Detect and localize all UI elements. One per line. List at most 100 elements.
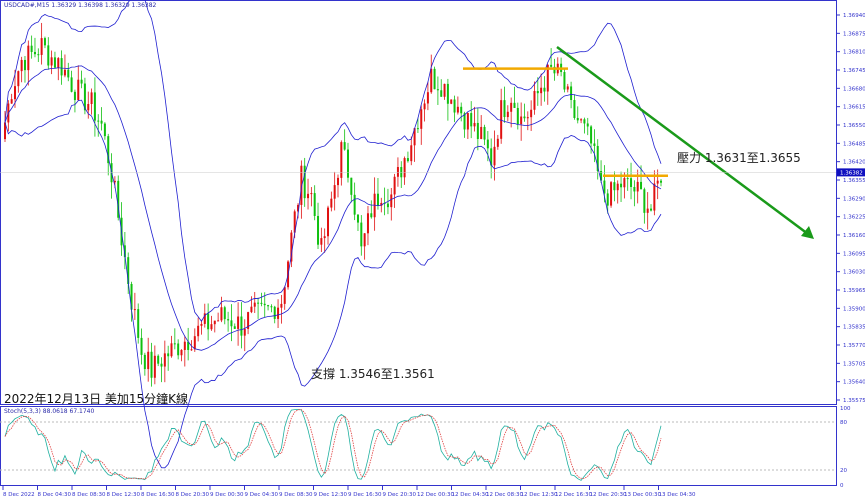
y-tick-label: 1.36290 [843,196,865,202]
candle-body [463,113,466,130]
candle-body [603,180,606,194]
candle-body [240,316,243,336]
candle-body [590,126,593,144]
candle-body [626,178,629,180]
x-tick-label: 12 Dec 20:30 [590,492,627,498]
candle-body [393,176,396,195]
stochastic-level-label: 100 [840,406,851,412]
candle-body [337,177,339,186]
candle-body [33,51,36,55]
candle-body [613,182,616,191]
candle-body [290,232,293,262]
stochastic-level-label: 20 [840,468,847,474]
x-tick-label: 12 Dec 08:30 [486,492,523,498]
current-price-label: 1.36382 [840,170,863,176]
x-tick-label: 8 Dec 20:30 [176,492,210,498]
candle-body [167,353,170,357]
candle-body [263,303,266,306]
candle-body [253,302,256,307]
candle-body [470,113,473,127]
candle-body [480,126,483,139]
candle-body [430,68,433,93]
candle-body [73,91,76,101]
y-tick-label: 1.35705 [843,361,865,367]
x-tick-label: 13 Dec 04:30 [659,492,696,498]
x-tick-label: 9 Dec 20:30 [383,492,417,498]
candle-body [533,90,536,110]
candle-body [230,320,233,327]
candle-body [223,307,226,320]
y-tick-label: 1.36615 [843,105,865,111]
y-tick-label: 1.36160 [843,233,865,239]
candle-body [466,113,469,130]
candle-body [423,103,426,110]
candle-body [30,45,33,52]
candle-body [117,180,120,218]
candle-body [396,167,399,177]
candle-body [540,87,543,94]
candle-body [523,116,526,119]
candle-body [536,90,539,94]
y-tick-label: 1.36225 [843,215,865,221]
x-tick-label: 8 Dec 2022 [3,492,35,498]
candle-body [553,66,556,74]
candle-body [70,77,73,92]
x-tick-label: 12 Dec 00:30 [417,492,454,498]
y-tick-label: 1.36095 [843,251,865,257]
candle-body [363,233,366,247]
y-tick-label: 1.36420 [843,160,865,166]
chart-title: 2022年12月13日 美加15分鐘K線 [4,392,189,406]
candle-body [90,92,93,105]
candle-body [346,149,349,178]
candle-body [160,363,163,367]
candle-body [237,316,240,329]
candle-body [97,120,100,122]
candle-body [200,323,203,326]
candle-body [213,320,216,325]
x-tick-label: 9 Dec 00:30 [210,492,244,498]
candle-body [516,107,519,125]
candle-body [173,343,176,345]
stochastic-signal-line [4,409,662,480]
candle-body [103,123,106,137]
candle-body [143,354,146,370]
candle-body [303,165,306,199]
candle-body [313,193,316,216]
y-tick-label: 1.36680 [843,86,865,92]
x-tick-label: 12 Dec 16:30 [555,492,592,498]
resistance-annotation: 壓力 1.3631至1.3655 [677,151,801,165]
candle-body [83,83,86,111]
candle-body [406,158,409,162]
x-tick-label: 8 Dec 08:30 [72,492,106,498]
candle-body [297,204,300,212]
candle-body [183,341,186,350]
y-tick-label: 1.36550 [843,123,865,129]
candle-body [483,126,486,140]
candle-body [563,72,566,90]
stochastic-label: Stoch(5,3,3) 88.0618 67.1740 [4,408,95,415]
bollinger-middle-band [4,65,662,351]
candle-body [50,57,53,66]
candle-body [320,238,323,245]
candle-body [340,142,343,178]
candle-body [576,117,579,121]
candle-body [630,178,633,187]
candle-body [486,139,489,149]
symbol-header: USDCAD#,M15 1.36329 1.36398 1.36329 1.36… [4,2,157,9]
candle-body [416,128,419,130]
candle-body [157,355,160,364]
candle-body [550,64,553,67]
candle-body [207,313,210,330]
y-tick-label: 1.35835 [843,325,865,331]
candle-body [390,194,393,208]
candle-body [197,325,200,337]
candle-body [27,45,30,71]
candle-body [267,305,270,307]
candle-body [413,128,416,146]
y-tick-label: 1.35770 [843,343,865,349]
candle-body [650,208,653,211]
candle-body [193,336,196,350]
candle-body [113,180,116,183]
candle-body [420,109,423,129]
